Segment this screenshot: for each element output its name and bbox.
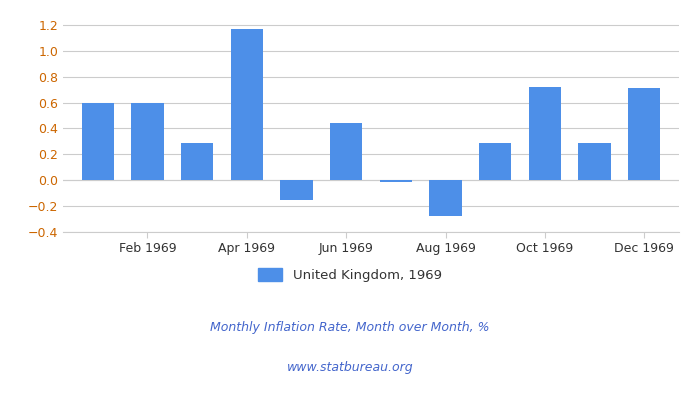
Bar	[330, 123, 363, 180]
Text: Monthly Inflation Rate, Month over Month, %: Monthly Inflation Rate, Month over Month…	[210, 322, 490, 334]
Bar	[82, 102, 114, 180]
Bar	[429, 180, 462, 216]
Bar	[132, 102, 164, 180]
Bar	[379, 180, 412, 182]
Bar	[231, 29, 263, 180]
Bar	[280, 180, 313, 200]
Bar	[528, 87, 561, 180]
Bar	[479, 143, 511, 180]
Bar	[628, 88, 660, 180]
Legend: United Kingdom, 1969: United Kingdom, 1969	[253, 262, 447, 287]
Bar	[181, 143, 214, 180]
Bar	[578, 143, 610, 180]
Text: www.statbureau.org: www.statbureau.org	[287, 362, 413, 374]
